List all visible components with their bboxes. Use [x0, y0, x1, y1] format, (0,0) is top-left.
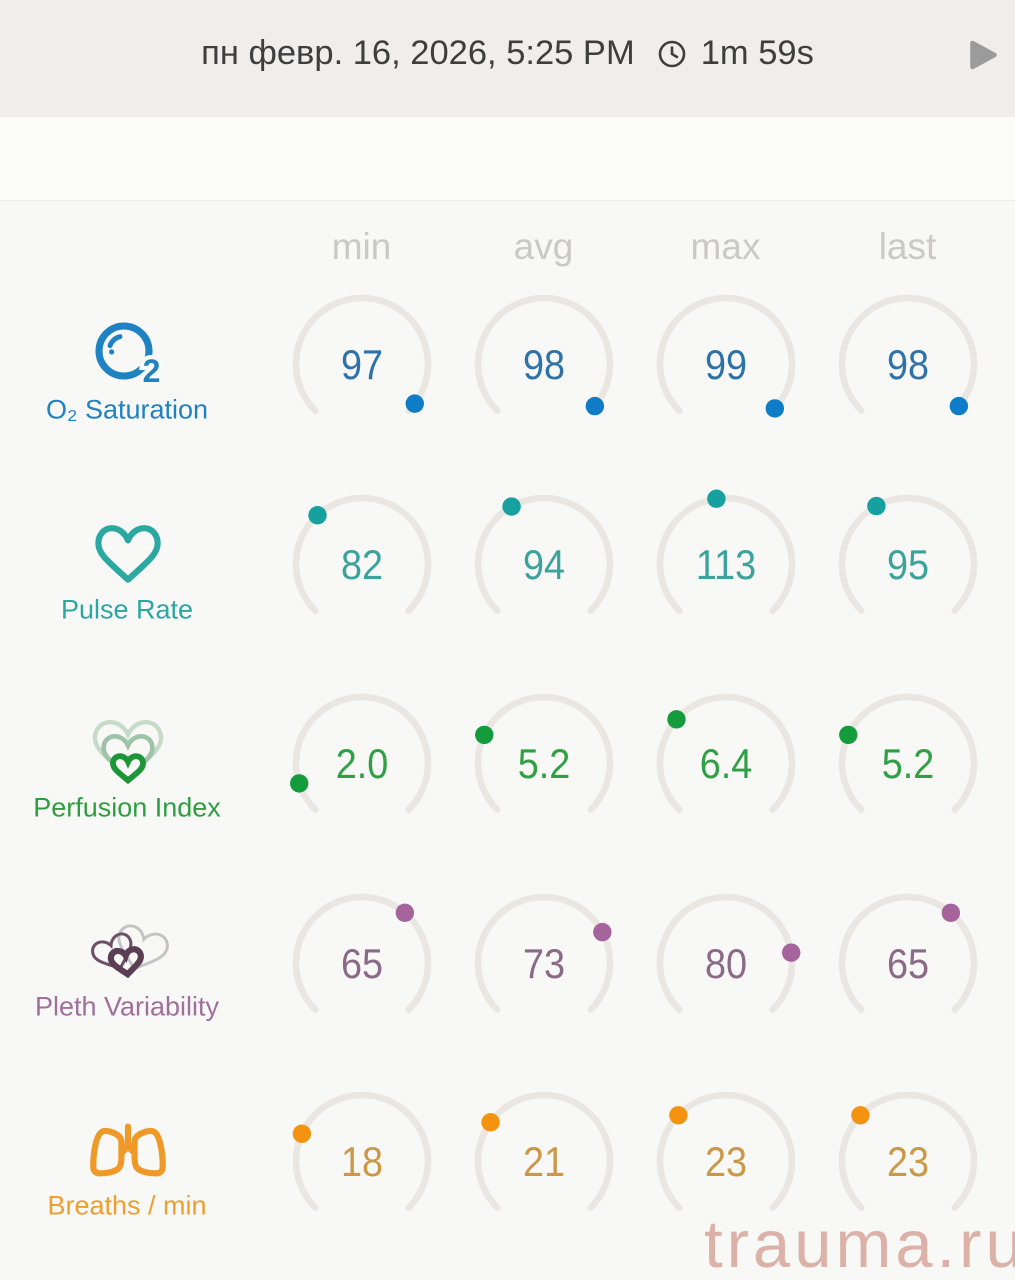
svg-text:2: 2 [143, 353, 161, 389]
